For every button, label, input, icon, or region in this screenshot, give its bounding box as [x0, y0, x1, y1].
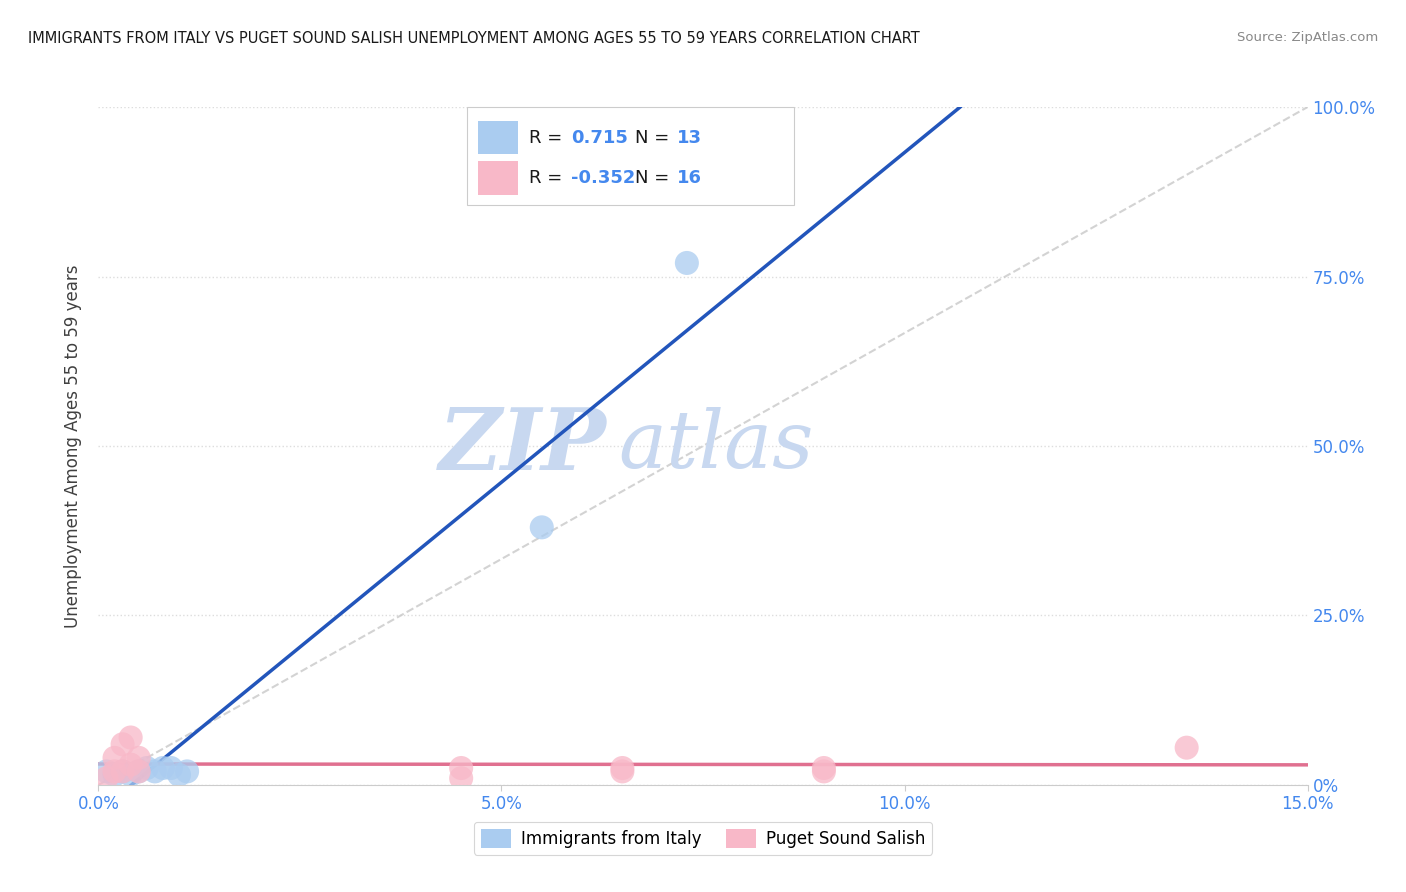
Point — [813, 764, 835, 779]
Point — [176, 764, 198, 779]
Point — [111, 764, 134, 779]
Text: Source: ZipAtlas.com: Source: ZipAtlas.com — [1237, 31, 1378, 45]
Text: R =: R = — [529, 169, 568, 187]
Text: 0.715: 0.715 — [571, 128, 628, 146]
Text: R =: R = — [529, 128, 568, 146]
Point — [103, 764, 125, 779]
Text: ZIP: ZIP — [439, 404, 606, 488]
Point — [143, 764, 166, 779]
Text: N =: N = — [634, 169, 675, 187]
Point — [450, 771, 472, 785]
Point — [111, 737, 134, 751]
Point — [120, 731, 142, 745]
Point — [128, 764, 150, 779]
Text: IMMIGRANTS FROM ITALY VS PUGET SOUND SALISH UNEMPLOYMENT AMONG AGES 55 TO 59 YEA: IMMIGRANTS FROM ITALY VS PUGET SOUND SAL… — [28, 31, 920, 46]
Text: N =: N = — [634, 128, 675, 146]
Point — [612, 761, 634, 775]
Text: -0.352: -0.352 — [571, 169, 636, 187]
Point — [128, 751, 150, 765]
Point — [152, 761, 174, 775]
Text: 16: 16 — [676, 169, 702, 187]
Point — [676, 256, 699, 270]
Point — [160, 761, 183, 775]
Legend: Immigrants from Italy, Puget Sound Salish: Immigrants from Italy, Puget Sound Salis… — [474, 822, 932, 855]
Point — [612, 764, 634, 779]
Point — [96, 771, 118, 785]
Point — [450, 761, 472, 775]
Point — [120, 768, 142, 782]
Point — [128, 764, 150, 779]
Point — [167, 768, 190, 782]
Point — [530, 520, 553, 534]
Point — [103, 751, 125, 765]
Text: 13: 13 — [676, 128, 702, 146]
Point — [96, 764, 118, 779]
Y-axis label: Unemployment Among Ages 55 to 59 years: Unemployment Among Ages 55 to 59 years — [65, 264, 83, 628]
Point — [135, 761, 157, 775]
Point — [111, 764, 134, 779]
Text: atlas: atlas — [619, 408, 814, 484]
Point — [103, 768, 125, 782]
Point — [120, 757, 142, 772]
Point — [813, 761, 835, 775]
Point — [1175, 740, 1198, 755]
